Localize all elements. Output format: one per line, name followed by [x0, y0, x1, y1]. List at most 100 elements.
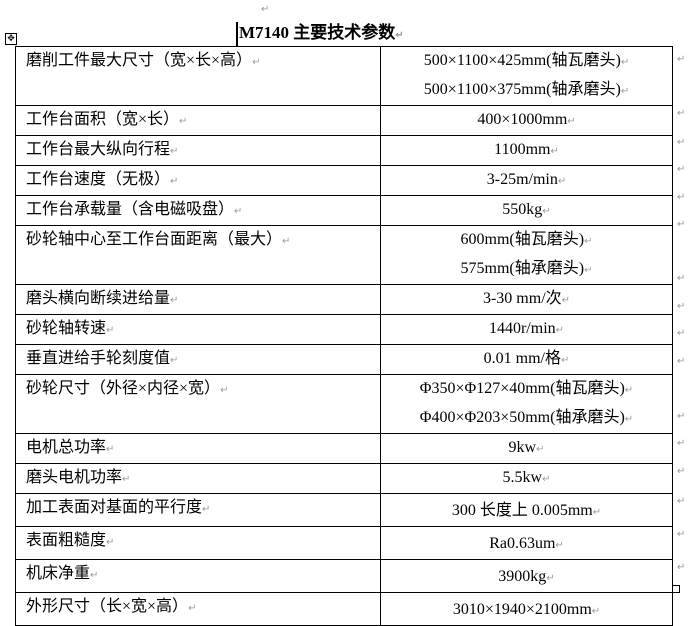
row-end-mark: ↵ [677, 466, 686, 477]
table-row: 砂轮轴中心至工作台面距离（最大）↵ 600mm(轴瓦磨头)↵ 575mm(轴承磨头)… [15, 225, 673, 285]
parameter-value-cell[interactable]: 3010×1940×2100mm↵ [380, 592, 673, 626]
parameter-name-cell[interactable]: 外形尺寸（长×宽×高）↵ [15, 592, 381, 626]
parameter-name-cell[interactable]: 砂轮轴转速↵ [15, 314, 381, 345]
parameter-name-cell[interactable]: 磨头电机功率↵ [15, 463, 381, 494]
parameter-value-cell[interactable]: 500×1100×425mm(轴瓦磨头) ↵ 500×1100×375mm(轴承磨头… [380, 46, 673, 106]
parameter-value: 1100mm [494, 141, 551, 158]
parameter-name-cell[interactable]: 砂轮轴中心至工作台面距离（最大）↵ [15, 225, 381, 285]
paragraph-mark: ↵ [170, 295, 179, 306]
parameter-value: 550kg [502, 201, 543, 218]
parameter-value-cell[interactable]: 3-25m/min↵ [380, 165, 673, 196]
paragraph-mark: ↵ [624, 414, 634, 425]
parameter-value: 575mm(轴承磨头) [460, 260, 585, 277]
parameter-value: Ra0.63um [489, 535, 556, 552]
parameter-name: 砂轮轴转速 [26, 320, 107, 337]
parameter-value-cell[interactable]: 400×1000mm↵ [380, 105, 673, 136]
parameter-value-cell[interactable]: 1440r/min↵ [380, 314, 673, 345]
parameter-name: 工作台速度（无极） [26, 171, 171, 188]
parameter-value: 5.5kw [502, 469, 543, 486]
parameter-name-cell[interactable]: 工作台面积（宽×长）↵ [15, 105, 381, 136]
paragraph-mark: ↵ [179, 116, 188, 127]
paragraph-mark: ↵ [567, 116, 576, 127]
parameter-value: 3-30 mm/次 [482, 290, 562, 307]
paragraph-mark: ↵ [220, 385, 229, 396]
paragraph-mark: ↵ [122, 474, 131, 485]
table-row: 砂轮尺寸（外径×内径×宽）↵ Φ350×Φ127×40mm(轴瓦磨头)↵ Φ400×… [15, 374, 673, 434]
paragraph-mark: ↵ [542, 474, 551, 485]
paragraph-mark: ↵ [555, 540, 564, 551]
row-end-mark: ↵ [677, 411, 686, 422]
parameter-value: 500×1100×425mm(轴瓦磨头) [423, 52, 621, 69]
parameter-value-cell[interactable]: 0.01 mm/格↵ [380, 344, 673, 375]
spec-table: 磨削工件最大尺寸（宽×长×高）↵ 500×1100×425mm(轴瓦磨头)↵ 500… [15, 46, 673, 626]
paragraph-mark: ↵ [202, 504, 211, 515]
row-end-mark: ↵ [677, 108, 686, 119]
parameter-value: Φ400×Φ203×50mm(轴承磨头) [419, 409, 625, 426]
parameter-value-cell[interactable]: 600mm(轴瓦磨头)↵ 575mm(轴承磨头)↵ [380, 225, 673, 285]
paragraph-mark: ↵ [106, 537, 115, 548]
paragraph-mark: ↵ [624, 385, 634, 396]
table-row: 工作台最大纵向行程↵ 1100mm↵ [15, 135, 673, 166]
parameter-value: 500×1100×375mm(轴承磨头) [423, 81, 621, 98]
parameter-name-cell[interactable]: 工作台速度（无极）↵ [15, 165, 381, 196]
paragraph-mark: ↵ [546, 573, 555, 584]
parameter-name-cell[interactable]: 加工表面对基面的平行度↵ [15, 493, 381, 527]
parameter-value-cell[interactable]: 300 长度上 0.005mm↵ [380, 493, 673, 527]
table-row: 磨削工件最大尺寸（宽×长×高）↵ 500×1100×425mm(轴瓦磨头) ↵ 500… [15, 46, 673, 106]
table-row: 外形尺寸（长×宽×高）↵ 3010×1940×2100mm↵ [15, 592, 673, 626]
parameter-value-cell[interactable]: 1100mm↵ [380, 135, 673, 166]
parameter-value-cell[interactable]: 3-30 mm/次↵ [380, 284, 673, 315]
paragraph-mark: ↵ [170, 355, 179, 366]
parameter-value-cell[interactable]: 550kg↵ [380, 195, 673, 226]
paragraph-mark: ↵ [592, 507, 602, 518]
parameter-name: 工作台面积（宽×长） [26, 111, 180, 128]
title-text: M7140 主要技术参数 [239, 23, 396, 42]
paragraph-mark: ↵ [106, 325, 115, 336]
parameter-name-cell[interactable]: 垂直进给手轮刻度值↵ [15, 344, 381, 375]
parameter-name-cell[interactable]: 磨削工件最大尺寸（宽×长×高）↵ [15, 46, 381, 106]
parameter-name-cell[interactable]: 电机总功率↵ [15, 433, 381, 464]
table-move-handle-icon[interactable]: ✥ [5, 33, 17, 45]
parameter-name-cell[interactable]: 机床净重↵ [15, 559, 381, 593]
parameter-name: 工作台承载量（含电磁吸盘） [26, 201, 235, 218]
parameter-value: 9kw [508, 439, 537, 456]
paragraph-mark: ↵ [557, 176, 567, 187]
parameter-name: 机床净重 [26, 565, 91, 582]
paragraph-mark: ↵ [282, 236, 291, 247]
table-row: 工作台面积（宽×长）↵ 400×1000mm↵ [15, 105, 673, 136]
paragraph-mark: ↵ [620, 86, 630, 97]
paragraph-mark: ↵ [188, 603, 197, 614]
parameter-name-cell[interactable]: 磨头横向断续进给量↵ [15, 284, 381, 315]
paragraph-mark: ↵ [555, 325, 565, 336]
row-end-mark: ↵ [677, 301, 686, 312]
parameter-name: 表面粗糙度 [26, 532, 107, 549]
document-title[interactable]: M7140 主要技术参数↵ [236, 22, 404, 47]
row-end-mark: ↵ [677, 438, 686, 449]
parameter-name: 电机总功率 [26, 439, 107, 456]
parameter-value-cell[interactable]: 3900kg↵ [380, 559, 673, 593]
paragraph-mark: ↵ [106, 444, 115, 455]
paragraph-mark: ↵ [90, 570, 99, 581]
parameter-name-cell[interactable]: 表面粗糙度↵ [15, 526, 381, 560]
parameter-value: 3-25m/min [486, 171, 558, 188]
row-end-mark: ↵ [677, 562, 686, 573]
parameter-value: 3010×1940×2100mm [452, 601, 592, 618]
parameter-name: 磨头电机功率 [26, 469, 123, 486]
parameter-name: 磨头横向断续进给量 [26, 290, 171, 307]
parameter-value: 600mm(轴瓦磨头) [460, 231, 585, 248]
parameter-value: 400×1000mm [477, 111, 568, 128]
table-row: 工作台速度（无极）↵ 3-25m/min↵ [15, 165, 673, 196]
paragraph-mark: ↵ [591, 606, 601, 617]
paragraph-mark: ↵ [395, 30, 404, 41]
table-row: 电机总功率↵ 9kw↵ [15, 433, 673, 464]
parameter-value-cell[interactable]: Φ350×Φ127×40mm(轴瓦磨头)↵ Φ400×Φ203×50mm(轴承磨头… [380, 374, 673, 434]
parameter-name: 磨削工件最大尺寸（宽×长×高） [26, 52, 253, 69]
row-end-mark: ↵ [677, 164, 686, 175]
parameter-name-cell[interactable]: 工作台承载量（含电磁吸盘）↵ [15, 195, 381, 226]
parameter-value-cell[interactable]: 5.5kw↵ [380, 463, 673, 494]
parameter-name-cell[interactable]: 工作台最大纵向行程↵ [15, 135, 381, 166]
parameter-value-cell[interactable]: 9kw↵ [380, 433, 673, 464]
table-resize-handle[interactable] [672, 585, 680, 593]
parameter-name-cell[interactable]: 砂轮尺寸（外径×内径×宽）↵ [15, 374, 381, 434]
parameter-value-cell[interactable]: Ra0.63um↵ [380, 526, 673, 560]
